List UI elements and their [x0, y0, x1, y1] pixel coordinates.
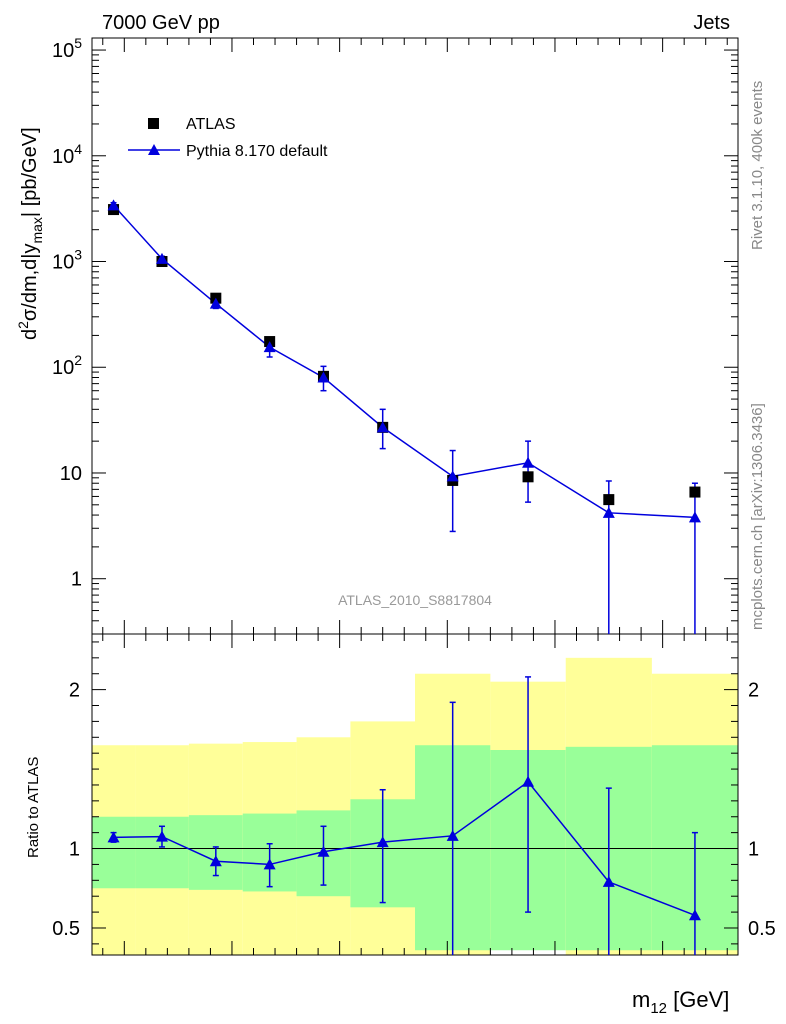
- source-note: mcplots.cern.ch [arXiv:1306.3436]: [749, 403, 766, 630]
- ratio-series: [107, 676, 701, 955]
- analysis-id: ATLAS_2010_S8817804: [338, 592, 492, 608]
- ratio-line: [113, 780, 696, 916]
- atlas-point-9: [689, 486, 701, 498]
- pythia-point-0: [107, 199, 120, 211]
- pythia-point-1: [155, 252, 168, 264]
- ratio-plot-frame: [91, 633, 739, 956]
- atlas-point-8: [603, 494, 615, 506]
- ratio-y-axis-label: Ratio to ATLAS: [25, 757, 42, 858]
- pythia-line: [112, 204, 695, 519]
- ratio-point-3: [263, 858, 276, 870]
- ratio-ytick-label-left-2: 2: [69, 680, 80, 702]
- legend-pythia-marker: [148, 144, 160, 155]
- ratio-y-axis: 0.5 0.5 1 1 2 2: [52, 641, 776, 945]
- ratio-ytick-label-right-1: 1: [748, 839, 759, 861]
- ratio-uncertainty-bands: [92, 657, 738, 955]
- main-ytick-label-4: 104: [52, 141, 82, 168]
- pythia-point-7: [522, 456, 535, 468]
- main-ytick-label-0: 1: [71, 569, 82, 591]
- ratio-ytick-label-right-0: 0.5: [748, 918, 776, 940]
- main-ytick-label-5: 105: [52, 35, 82, 62]
- x-axis-ticks: [102, 38, 728, 955]
- legend-atlas-marker: [148, 118, 159, 129]
- ratio-point-7: [522, 775, 535, 787]
- pythia-point-2: [209, 297, 222, 309]
- atlas-point-7: [522, 471, 534, 483]
- pythia-point-5: [376, 421, 389, 433]
- pythia-point-9: [688, 511, 701, 523]
- pythia-point-4: [317, 371, 330, 383]
- ratio-point-9: [688, 909, 701, 921]
- legend-atlas-label: ATLAS: [186, 116, 236, 133]
- ratio-ytick-label-left-1: 1: [69, 839, 80, 861]
- pythia-point-3: [263, 341, 276, 353]
- ratio-point-0: [107, 831, 120, 843]
- pythia-point-8: [602, 506, 615, 518]
- main-y-axis: 1 10 102 103 104 105: [52, 35, 738, 635]
- ratio-point-1: [155, 830, 168, 842]
- legend: ATLAS Pythia 8.170 default: [128, 116, 328, 160]
- main-ytick-label-1: 10: [60, 463, 82, 485]
- band-inner-0: [92, 816, 136, 889]
- main-ytick-label-3: 103: [52, 247, 82, 274]
- title-right: Jets: [693, 12, 730, 34]
- main-series: [107, 199, 701, 634]
- title-left: 7000 GeV pp: [102, 12, 220, 34]
- ratio-point-2: [209, 855, 222, 867]
- x-axis-label: m12 [GeV]: [632, 987, 729, 1017]
- legend-pythia-label: Pythia 8.170 default: [186, 143, 328, 160]
- ratio-point-4: [317, 845, 330, 857]
- rivet-note: Rivet 3.1.10, 400k events: [749, 81, 766, 250]
- y-axis-label: d2σ/dm,d|ymax| [pb/GeV]: [15, 127, 45, 340]
- ratio-ytick-label-left-0: 0.5: [52, 918, 80, 940]
- ratio-ytick-label-right-2: 2: [748, 680, 759, 702]
- ratio-point-8: [602, 875, 615, 887]
- pythia-point-6: [446, 470, 459, 482]
- ratio-point-5: [376, 836, 389, 848]
- ratio-point-6: [446, 829, 459, 841]
- plot-frames: [91, 37, 739, 956]
- main-ytick-label-2: 102: [52, 352, 82, 379]
